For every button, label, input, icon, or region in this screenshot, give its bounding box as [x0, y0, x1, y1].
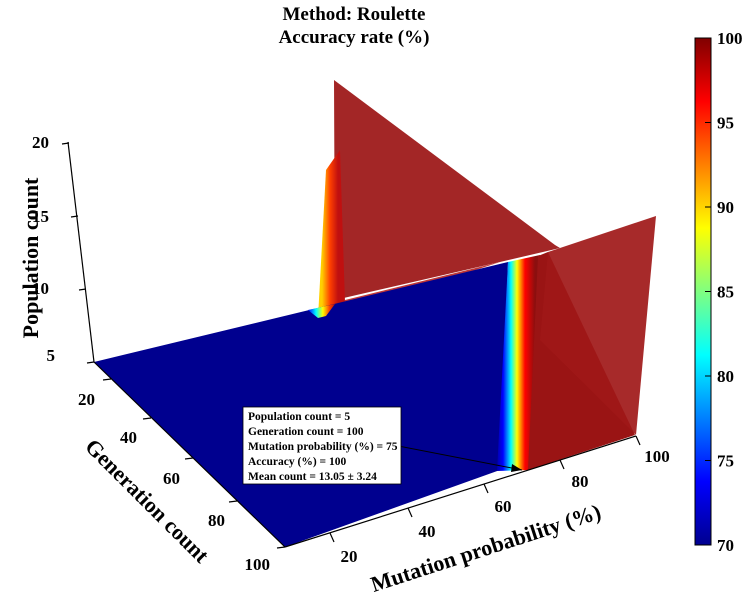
- data-tip-pointer: [377, 441, 523, 471]
- data-tip-line: Generation count = 100: [248, 426, 364, 438]
- data-tip-line: Mutation probability (%) = 75: [248, 441, 398, 453]
- data-tip-line: Mean count = 13.05 ± 3.24: [248, 471, 377, 483]
- tick-mark: [329, 532, 335, 543]
- slice-back-red: [334, 80, 560, 300]
- tick-mark: [276, 546, 286, 549]
- tick-mark: [142, 417, 152, 420]
- y-tick-label: 100: [245, 555, 271, 574]
- data-tip-arrowhead: [511, 464, 522, 472]
- z-tick-label: 20: [32, 133, 49, 152]
- colorbar: 70 75 80 85 90 95 100: [694, 29, 742, 555]
- y-tick-label: 60: [163, 469, 180, 488]
- x-tick-label: 20: [341, 547, 358, 566]
- x-tick-label: 80: [572, 472, 589, 491]
- floor-corner-band: [308, 304, 335, 318]
- z-tick-label: 10: [32, 279, 49, 298]
- colorbar-tick-label: 85: [717, 283, 734, 302]
- chart-title-line-2: Accuracy rate (%): [279, 27, 430, 48]
- data-tip-line: Population count = 5: [248, 411, 350, 423]
- colorbar-tick-label: 70: [717, 536, 734, 555]
- tick-mark: [635, 435, 641, 446]
- tick-mark: [228, 500, 238, 503]
- colorbar-tick-label: 80: [717, 367, 734, 386]
- tick-mark: [407, 507, 413, 518]
- z-tick-label: 5: [47, 346, 56, 365]
- y-tick-label: 40: [120, 428, 137, 447]
- tick-mark: [102, 378, 112, 381]
- y-tick-label: 80: [208, 511, 225, 530]
- z-axis-line: [67, 141, 95, 363]
- y-tick-labels: 20 40 60 80 100: [78, 390, 270, 574]
- x-tick-label: 40: [419, 522, 436, 541]
- data-tip: Population count = 5 Generation count = …: [242, 406, 523, 485]
- x-tick-labels: 20 40 60 80 100: [341, 447, 670, 566]
- colorbar-tick-label: 100: [717, 29, 742, 48]
- colorbar-tick-label: 95: [717, 114, 734, 133]
- x-axis-line: [284, 435, 637, 548]
- x-axis-title: Mutation probability (%): [368, 499, 604, 597]
- y-tick-label: 20: [78, 390, 95, 409]
- y-axis-line: [93, 361, 286, 548]
- z-axis-title: Population count: [18, 177, 43, 338]
- z-tick-label: 15: [32, 207, 49, 226]
- colorbar-tick-label: 75: [717, 452, 734, 471]
- tick-mark: [86, 361, 95, 364]
- tick-mark: [61, 142, 70, 145]
- slice-right-red: [540, 216, 656, 435]
- x-tick-label: 60: [495, 497, 512, 516]
- floor-transition-band: [497, 255, 540, 471]
- tick-mark: [70, 215, 79, 218]
- floor-blue: [94, 262, 508, 547]
- colorbar-ticks: 70 75 80 85 90 95 100: [705, 29, 742, 555]
- axis-ticks: [61, 142, 641, 549]
- colorbar-tick-label: 90: [717, 198, 734, 217]
- tick-mark: [184, 457, 194, 460]
- data-tip-line: Accuracy (%) = 100: [248, 456, 346, 468]
- data-tip-box: [242, 406, 402, 485]
- tick-mark: [78, 288, 87, 291]
- chart-title-line-1: Method: Roulette: [283, 4, 426, 25]
- slice-back-gradient: [318, 150, 345, 318]
- x-tick-label: 100: [644, 447, 670, 466]
- tick-mark: [483, 483, 489, 494]
- tick-mark: [559, 459, 565, 470]
- z-tick-labels: 5 10 15 20: [32, 133, 55, 365]
- axes: [67, 141, 637, 548]
- slice-mutation-plane: [540, 216, 656, 435]
